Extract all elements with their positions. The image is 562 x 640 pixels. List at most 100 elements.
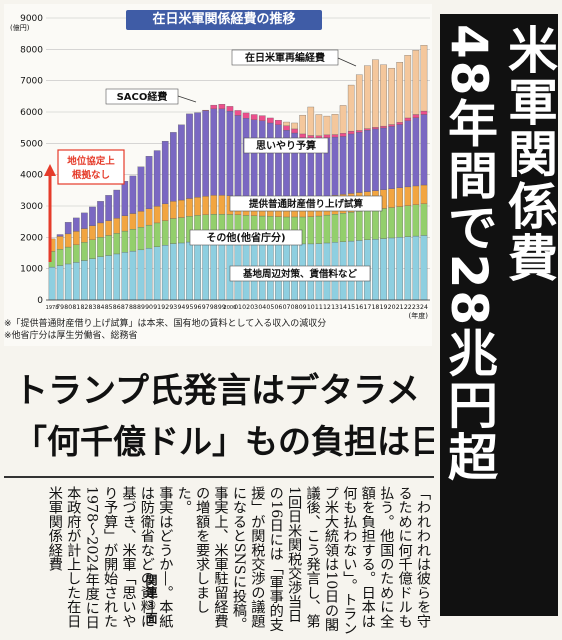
bar-segment	[404, 55, 412, 119]
y-tick-label: 0	[37, 296, 43, 306]
x-tick-label: 20	[388, 304, 396, 311]
bar-segment	[72, 262, 80, 301]
main-headline-box: 米軍関係費 48年間で28兆円超	[440, 14, 558, 616]
bar-segment	[242, 112, 250, 119]
bar-segment	[145, 248, 153, 301]
subheadline-1: トランプ氏発言はデタラメ	[14, 371, 420, 411]
article-paragraph-2: 事実はどうか―。本紙は防衛省などの資料に基づき、米軍「思いやり予算」が開始された…	[46, 486, 174, 630]
bar-segment	[331, 136, 339, 196]
bar-segment	[388, 237, 395, 301]
x-tick-label: 88	[129, 304, 137, 311]
bar-segment	[81, 260, 88, 301]
bar-segment	[178, 217, 185, 244]
bar-segment	[291, 122, 298, 130]
bar-segment	[56, 249, 64, 266]
bar-segment	[412, 114, 420, 118]
bar-segment	[121, 252, 129, 301]
bar-segment	[283, 121, 290, 126]
x-tick-label: 90	[145, 304, 153, 311]
bar-segment	[153, 222, 161, 247]
bar-segment	[218, 240, 226, 301]
bar-segment	[153, 150, 161, 207]
y-tick-label: 5000	[20, 139, 43, 149]
bar-segment	[56, 265, 64, 301]
y-tick-label: 3000	[20, 202, 43, 212]
x-tick-label: 2000	[224, 305, 237, 311]
x-tick-label: 05	[266, 304, 274, 311]
bar-segment	[315, 215, 323, 244]
x-tick-label: 97	[202, 304, 210, 311]
bar-segment	[347, 212, 355, 242]
bar-segment	[89, 206, 96, 226]
label-omoiyari-box	[243, 137, 329, 154]
bar-segment	[355, 74, 363, 131]
bar-segment	[48, 266, 56, 301]
chart-notes: ※「提供普通財産借り上げ試算」は本来、国有地の賃料として入る収入の減収分 ※他省…	[4, 318, 434, 342]
bar-segment	[355, 132, 363, 193]
bar-segment	[339, 136, 347, 195]
x-tick-label: 89	[137, 304, 145, 311]
label-other-box	[189, 229, 303, 246]
bar-segment	[242, 118, 250, 197]
bar-segment	[412, 185, 420, 205]
bar-segment	[170, 218, 177, 244]
bar-segment	[420, 235, 428, 301]
bar-segment	[291, 128, 298, 134]
bar-segment	[145, 224, 153, 249]
bar-segment	[388, 126, 395, 189]
bar-segment	[81, 228, 88, 243]
bar-segment	[234, 115, 242, 197]
bar-segment	[420, 45, 428, 112]
bar-segment	[170, 243, 177, 301]
x-tick-label: 06	[274, 304, 282, 311]
bar-segment	[210, 240, 218, 301]
y-tick-label: 8000	[20, 45, 43, 55]
bar-segment	[178, 242, 185, 301]
bar-segment	[331, 134, 339, 138]
x-tick-label: 81	[72, 304, 80, 311]
bar-segment	[250, 114, 258, 120]
bar-segment	[113, 233, 121, 255]
bar-segment	[420, 184, 428, 204]
x-tick-label: 80	[64, 304, 72, 311]
bar-segment	[218, 104, 226, 110]
bar-segment	[380, 127, 387, 190]
headline-line-1: 米軍関係費	[500, 24, 558, 284]
x-tick-label: 87	[121, 304, 129, 311]
bar-segment	[380, 238, 387, 301]
bar-segment	[404, 117, 412, 121]
x-tick-label: 10	[307, 304, 315, 311]
label-realign: 在日米軍再編経費	[245, 51, 325, 64]
x-tick-label: 22	[404, 304, 412, 311]
x-tick-label: 99	[218, 304, 226, 311]
bar-segment	[161, 140, 169, 204]
bar-segment	[210, 195, 218, 215]
chart-note-2: ※他省庁分は厚生労働省、総務省	[4, 331, 138, 341]
bar-segment	[420, 110, 428, 115]
subheadline-2: 「何千億ドル」もの負担は日本	[14, 422, 434, 461]
x-tick-label: 24	[420, 304, 428, 311]
bar-segment	[64, 233, 72, 248]
label-saco-box	[105, 88, 179, 105]
x-tick-label: 13	[331, 304, 339, 311]
bar-segment	[89, 225, 96, 240]
bar-segment	[364, 65, 371, 129]
x-tick-label: 01	[234, 304, 242, 311]
bar-segment	[323, 134, 331, 138]
label-saco-leader	[177, 95, 197, 103]
bar-segment	[56, 234, 64, 237]
bar-segment	[323, 214, 331, 244]
article-paragraph-1: 「われわれは彼らを守るために何千億ドルも払う。他国のために全額を負担する。日本は…	[175, 486, 431, 636]
bar-segment	[404, 236, 412, 301]
status-line-1: 地位協定上	[67, 155, 115, 167]
x-tick-label: 85	[105, 304, 113, 311]
x-tick-label: 96	[194, 304, 202, 311]
bar-segment	[81, 212, 88, 229]
y-tick-label: 1000	[20, 265, 43, 275]
bar-segment	[396, 62, 404, 123]
bar-segment	[299, 114, 306, 135]
bar-segment	[412, 117, 420, 187]
bar-segment	[364, 210, 371, 240]
related-page-reference[interactable]: 関連③面	[144, 574, 158, 624]
x-tick-label: 94	[177, 304, 185, 311]
